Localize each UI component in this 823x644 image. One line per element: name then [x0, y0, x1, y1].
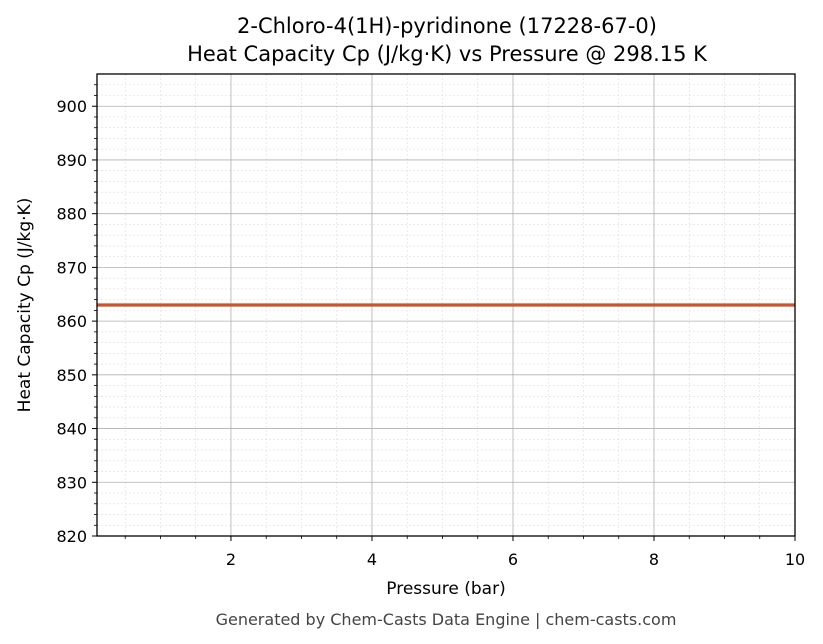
x-tick-label: 8 [649, 550, 659, 569]
minor-gridlines [97, 74, 795, 536]
plot-frame [96, 73, 796, 537]
y-tick-label: 840 [56, 420, 87, 439]
y-tick-label: 830 [56, 473, 87, 492]
y-tick-label: 870 [56, 258, 87, 277]
y-tick-label: 820 [56, 527, 87, 546]
x-tick-label: 10 [785, 550, 805, 569]
x-tick-label: 4 [367, 550, 377, 569]
chart-title: 2-Chloro-4(1H)-pyridinone (17228-67-0) [237, 14, 657, 38]
y-tick-label: 890 [56, 151, 87, 170]
y-tick-label: 900 [56, 97, 87, 116]
y-tick-label: 860 [56, 312, 87, 331]
y-tick-labels: 820 830 840 850 860 870 880 890 900 [56, 97, 87, 546]
y-tick-label: 850 [56, 366, 87, 385]
footer-credit: Generated by Chem-Casts Data Engine | ch… [216, 610, 677, 629]
y-tick-label: 880 [56, 205, 87, 224]
x-tick-label: 6 [508, 550, 518, 569]
chart-subtitle: Heat Capacity Cp (J/kg·K) vs Pressure @ … [187, 42, 708, 66]
x-tick-label: 2 [226, 550, 236, 569]
x-axis-label: Pressure (bar) [386, 579, 505, 599]
x-tick-labels: 2 4 6 8 10 [226, 550, 805, 569]
axis-ticks [92, 84, 796, 541]
y-axis-label: Heat Capacity Cp (J/kg·K) [15, 198, 35, 413]
